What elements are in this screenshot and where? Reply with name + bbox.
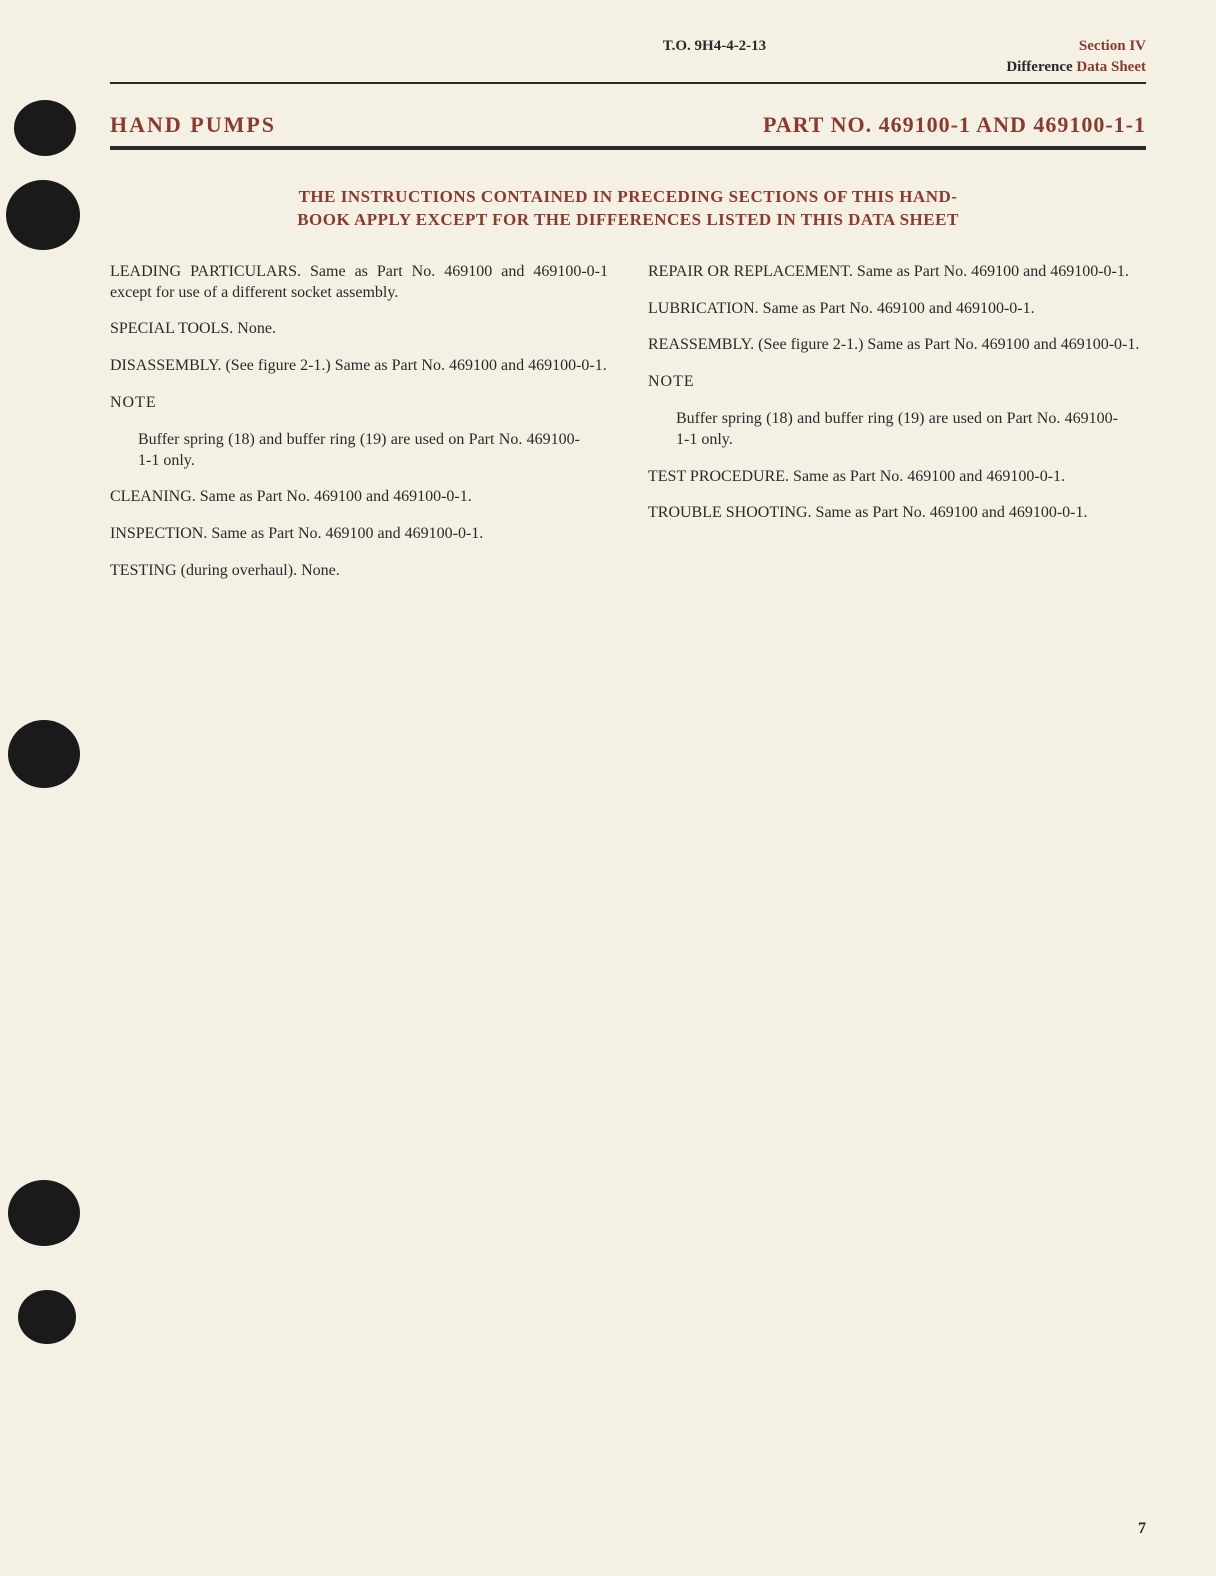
title-rule — [110, 146, 1146, 150]
repair-replacement: REPAIR OR REPLACEMENT. Same as Part No. … — [648, 262, 1146, 283]
document-page: T.O. 9H4-4-2-13 Section IV Difference Da… — [0, 0, 1216, 1576]
left-column: LEADING PARTICULARS. Same as Part No. 46… — [110, 262, 608, 598]
trouble-shooting: TROUBLE SHOOTING. Same as Part No. 46910… — [648, 503, 1146, 524]
page-header: T.O. 9H4-4-2-13 Section IV — [110, 38, 1146, 55]
inspection: INSPECTION. Same as Part No. 469100 and … — [110, 524, 608, 545]
lubrication: LUBRICATION. Same as Part No. 469100 and… — [648, 299, 1146, 320]
testing-overhaul: TESTING (during overhaul). None. — [110, 561, 608, 582]
body-columns: LEADING PARTICULARS. Same as Part No. 46… — [110, 262, 1146, 598]
reassembly: REASSEMBLY. (See figure 2-1.) Same as Pa… — [648, 335, 1146, 356]
special-tools: SPECIAL TOOLS. None. — [110, 319, 608, 340]
subtitle-data-sheet: Data Sheet — [1073, 59, 1146, 75]
title-part-number: PART NO. 469100-1 AND 469100-1-1 — [763, 112, 1146, 138]
title-bar: HAND PUMPS PART NO. 469100-1 AND 469100-… — [110, 112, 1146, 138]
notice-block: THE INSTRUCTIONS CONTAINED IN PRECEDING … — [218, 186, 1038, 232]
header-rule — [110, 82, 1146, 84]
cleaning: CLEANING. Same as Part No. 469100 and 46… — [110, 487, 608, 508]
leading-particulars: LEADING PARTICULARS. Same as Part No. 46… — [110, 262, 608, 304]
note-body: Buffer spring (18) and buffer ring (19) … — [110, 430, 608, 472]
right-column: REPAIR OR REPLACEMENT. Same as Part No. … — [648, 262, 1146, 598]
note-heading: NOTE — [110, 393, 608, 414]
note-heading: NOTE — [648, 372, 1146, 393]
note-body: Buffer spring (18) and buffer ring (19) … — [648, 409, 1146, 451]
title-hand-pumps: HAND PUMPS — [110, 112, 276, 138]
section-label: Section IV — [1079, 38, 1146, 55]
test-procedure: TEST PROCEDURE. Same as Part No. 469100 … — [648, 467, 1146, 488]
disassembly: DISASSEMBLY. (See figure 2-1.) Same as P… — [110, 356, 608, 377]
section-subtitle: Difference Data Sheet — [110, 59, 1146, 76]
page-number: 7 — [1138, 1520, 1146, 1538]
notice-line-1: THE INSTRUCTIONS CONTAINED IN PRECEDING … — [218, 186, 1038, 209]
subtitle-difference: Difference — [1006, 59, 1072, 75]
notice-line-2: BOOK APPLY EXCEPT FOR THE DIFFERENCES LI… — [218, 209, 1038, 232]
technical-order-number: T.O. 9H4-4-2-13 — [110, 38, 1079, 55]
